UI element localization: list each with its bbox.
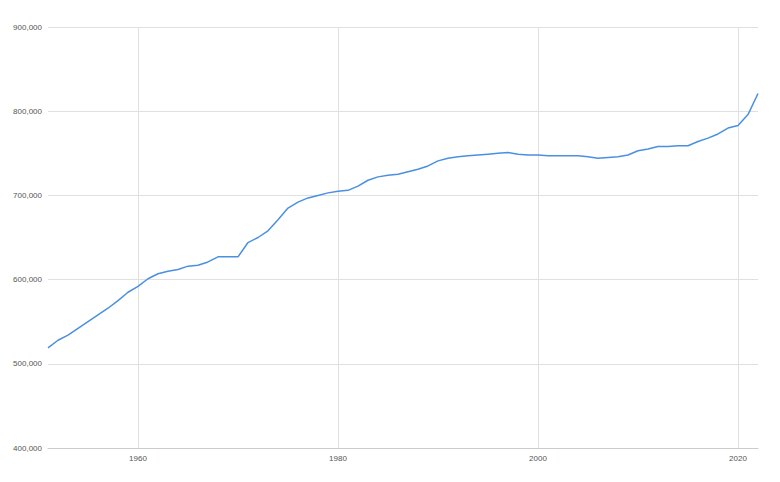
svg-text:2000: 2000: [529, 454, 547, 463]
svg-text:700,000: 700,000: [13, 191, 42, 200]
svg-text:500,000: 500,000: [13, 359, 42, 368]
svg-text:2020: 2020: [729, 454, 747, 463]
svg-text:600,000: 600,000: [13, 275, 42, 284]
svg-text:1960: 1960: [129, 454, 147, 463]
svg-text:400,000: 400,000: [13, 444, 42, 453]
svg-text:800,000: 800,000: [13, 107, 42, 116]
svg-text:900,000: 900,000: [13, 23, 42, 32]
svg-text:1980: 1980: [329, 454, 347, 463]
